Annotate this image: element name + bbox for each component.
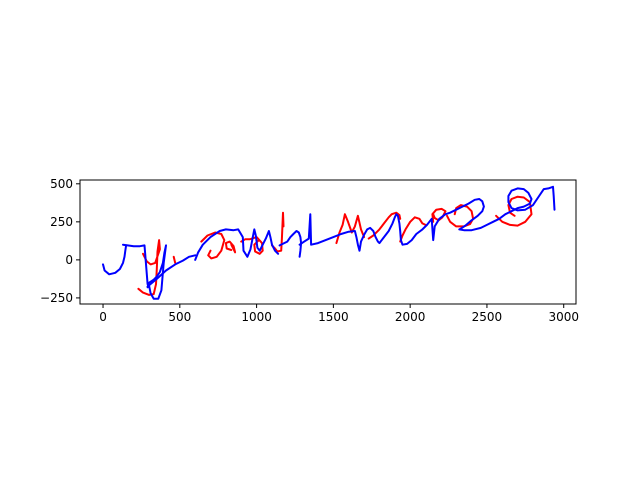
series-1-stroke-1 xyxy=(137,239,161,296)
x-tick-label: 3000 xyxy=(548,310,579,324)
series-2-stroke-3 xyxy=(146,244,167,300)
series-1-stroke-2 xyxy=(172,255,177,264)
series-2-stroke-2 xyxy=(122,243,149,286)
series-2-stroke-1 xyxy=(102,244,128,276)
y-tick-label: 250 xyxy=(50,215,73,229)
series-1-stroke-8 xyxy=(367,211,402,240)
series-1-stroke-10 xyxy=(431,207,447,223)
y-tick-label: 0 xyxy=(65,253,73,267)
series-layer xyxy=(102,185,556,300)
y-tick-label: 500 xyxy=(50,177,73,191)
series-2-stroke-6 xyxy=(278,230,303,258)
series-1-stroke-9 xyxy=(399,216,427,243)
y-tick-label: −250 xyxy=(40,291,73,305)
x-tick-label: 2500 xyxy=(472,310,503,324)
y-axis: −250 0 250 500 xyxy=(40,177,80,305)
x-tick-label: 500 xyxy=(168,310,191,324)
x-tick-label: 1000 xyxy=(241,310,272,324)
x-axis: 0 500 1000 1500 2000 2500 3000 xyxy=(99,304,579,324)
x-tick-label: 1500 xyxy=(318,310,349,324)
series-1-stroke-3 xyxy=(200,231,226,260)
plot-area-frame xyxy=(79,179,577,305)
series-1-stroke-7 xyxy=(335,213,366,245)
series-1-stroke-4 xyxy=(224,240,237,254)
series-2-stroke-4 xyxy=(146,254,197,288)
x-tick-label: 0 xyxy=(99,310,107,324)
x-tick-label: 2000 xyxy=(395,310,426,324)
series-2-stroke-5 xyxy=(194,228,280,261)
series-2-stroke-7 xyxy=(298,185,556,252)
